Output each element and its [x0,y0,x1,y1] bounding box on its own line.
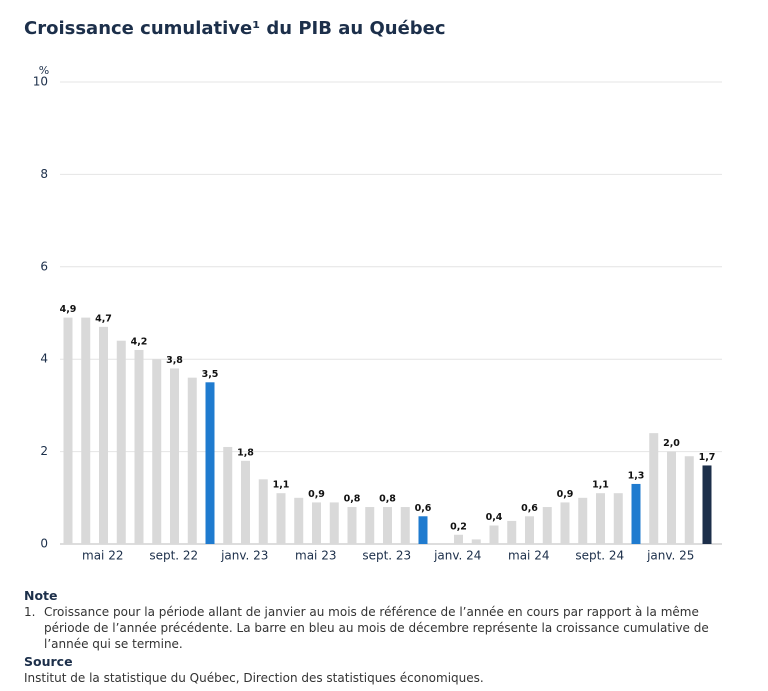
bar [418,516,428,544]
bar [241,460,250,544]
chart: % 0 2 4 6 8 10 4,9 mai 22 4,7 4,2 sept. 22 3,8 3,5 ja… [33,64,722,563]
y-tick-label: 0 [40,537,48,551]
bar [702,465,712,544]
value-label: 1,8 [237,447,254,458]
value-label: 1,7 [699,452,716,463]
bar [294,497,304,544]
bar [631,483,641,544]
x-tick-label: sept. 23 [362,549,411,563]
value-label: 1,1 [273,480,290,491]
bar [400,507,410,544]
bar [347,507,357,544]
value-label: 4,2 [131,336,148,347]
value-label: 2,0 [663,438,680,449]
value-label: 1,1 [592,480,609,491]
bar [560,502,570,544]
y-tick-label: 8 [40,167,48,181]
x-tick-label: janv. 25 [646,549,694,563]
y-tick-label: 6 [40,259,48,273]
bar [489,525,499,544]
x-tick-label: mai 22 [82,549,123,563]
bar [684,456,694,544]
value-label: 4,7 [95,313,112,324]
bar [134,349,144,544]
bar [63,317,73,544]
value-label: 1,3 [628,470,645,481]
bar [152,359,162,544]
x-tick-label: sept. 22 [149,549,198,563]
bar [542,507,552,544]
bar [258,479,268,544]
bar [525,516,534,544]
bar [81,317,91,544]
bar [205,382,215,544]
value-label: 0,4 [486,512,503,523]
x-tick-label: mai 23 [295,549,336,563]
note-text: Croissance pour la période allant de jan… [44,605,709,651]
bar [667,451,676,544]
source-text: Institut de la statistique du Québec, Di… [24,671,484,685]
value-label: 3,5 [202,369,219,380]
value-label: 0,8 [379,494,396,505]
bar [596,493,605,544]
notes: Note 1. Croissance pour la période allan… [24,588,744,686]
bar [507,520,517,544]
bar [613,493,623,544]
value-label: 0,9 [557,489,574,500]
bar [365,507,375,544]
chart-title: Croissance cumulative¹ du PIB au Québec [24,18,446,39]
value-label: 0,9 [308,489,325,500]
bar [578,497,588,544]
y-tick-label: 4 [40,352,48,366]
x-tick-label: janv. 24 [433,549,481,563]
value-label: 0,6 [521,503,538,514]
bar [329,502,339,544]
value-label: 4,9 [60,304,77,315]
bar [99,326,108,544]
bar [223,446,233,544]
x-tick-label: sept. 24 [575,549,624,563]
value-label: 0,8 [344,494,361,505]
bar [116,340,126,544]
note-number: 1. [24,605,36,619]
y-unit: % [39,64,49,77]
y-tick-label: 2 [40,444,48,458]
x-tick-label: janv. 23 [220,549,268,563]
source-heading: Source [24,654,73,669]
bar [471,539,481,544]
bar [383,507,392,544]
value-label: 0,6 [415,503,432,514]
bar [276,493,286,544]
bar [454,534,463,544]
y-tick-label: 10 [33,75,48,89]
bar [187,377,197,544]
bar [170,368,179,544]
x-tick-label: mai 24 [508,549,549,563]
bar [312,502,321,544]
note-heading: Note [24,588,58,603]
value-label: 0,2 [450,521,467,532]
note-item: 1. Croissance pour la période allant de … [24,604,744,652]
value-label: 3,8 [166,355,183,366]
bar [649,433,659,544]
